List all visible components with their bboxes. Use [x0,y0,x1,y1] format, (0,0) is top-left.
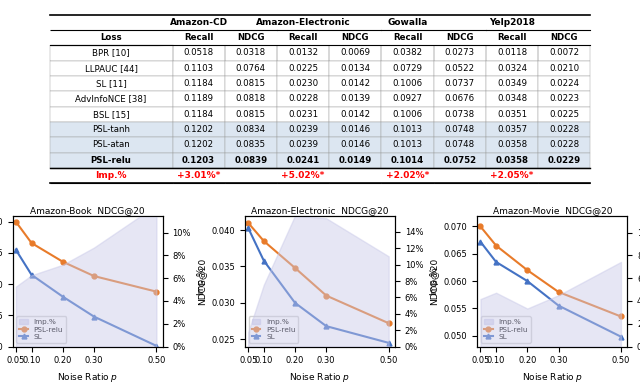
SL [90,314,98,319]
SL [555,303,563,308]
PSL-relu [555,290,563,294]
Legend: Imp.%, PSL-relu, SL: Imp.%, PSL-relu, SL [249,316,298,343]
Line: SL: SL [13,248,159,348]
Line: PSL-relu: PSL-relu [478,224,623,319]
PSL-relu [244,221,252,225]
SL [617,334,625,339]
PSL-relu [323,293,330,298]
Line: PSL-relu: PSL-relu [13,219,159,294]
Y-axis label: NDCG@20: NDCG@20 [197,258,206,305]
SL [524,279,531,283]
PSL-relu [90,274,98,278]
PSL-relu [617,314,625,319]
X-axis label: Noise Ratio $p$: Noise Ratio $p$ [522,371,583,384]
PSL-relu [385,321,392,326]
Legend: Imp.%, PSL-relu, SL: Imp.%, PSL-relu, SL [17,316,66,343]
Title: Amazon-Book  NDCG@20: Amazon-Book NDCG@20 [31,206,145,215]
SL [244,226,252,230]
SL [291,301,299,305]
Y-axis label: NDCG@20: NDCG@20 [429,258,438,305]
PSL-relu [260,239,268,243]
SL [385,341,392,345]
SL [492,259,500,264]
Legend: Imp.%, PSL-relu, SL: Imp.%, PSL-relu, SL [481,316,531,343]
Line: PSL-relu: PSL-relu [246,221,391,326]
Y-axis label: Imp.%: Imp.% [429,267,438,295]
SL [477,239,484,244]
Title: Amazon-Movie  NDCG@20: Amazon-Movie NDCG@20 [493,206,612,215]
SL [59,294,67,299]
PSL-relu [291,266,299,270]
PSL-relu [59,259,67,264]
Line: SL: SL [246,226,391,345]
PSL-relu [524,268,531,273]
SL [12,248,20,252]
SL [323,324,330,328]
Y-axis label: Imp.%: Imp.% [196,267,205,295]
PSL-relu [477,224,484,229]
SL [260,258,268,263]
SL [28,273,35,277]
PSL-relu [12,219,20,224]
SL [152,343,160,348]
Line: SL: SL [478,239,623,339]
Title: Amazon-Electronic  NDCG@20: Amazon-Electronic NDCG@20 [252,206,388,215]
X-axis label: Noise Ratio $p$: Noise Ratio $p$ [57,371,118,384]
X-axis label: Noise Ratio $p$: Noise Ratio $p$ [289,371,351,384]
PSL-relu [28,241,35,245]
PSL-relu [492,243,500,248]
PSL-relu [152,290,160,294]
